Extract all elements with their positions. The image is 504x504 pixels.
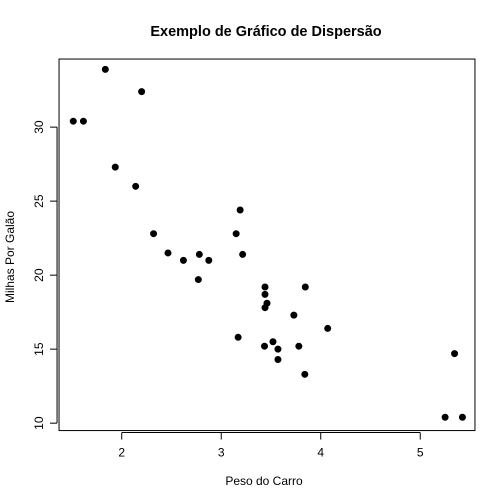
- data-point: [195, 250, 203, 258]
- chart-title: Exemplo de Gráfico de Dispersão: [150, 24, 381, 40]
- data-point: [290, 311, 298, 319]
- data-point: [132, 182, 140, 190]
- data-point: [261, 283, 269, 291]
- data-point: [301, 283, 309, 291]
- data-point: [274, 345, 282, 353]
- data-point: [236, 206, 244, 214]
- data-point: [232, 230, 240, 238]
- data-point: [261, 342, 269, 350]
- data-point: [205, 256, 213, 264]
- plot-frame: [58, 58, 476, 432]
- data-point: [441, 413, 449, 421]
- data-point: [79, 117, 87, 125]
- data-point: [295, 342, 303, 350]
- x-tick-label: 2: [118, 446, 125, 460]
- data-point: [451, 350, 459, 358]
- data-point: [234, 333, 242, 341]
- y-tick-label: 20: [32, 268, 46, 282]
- data-point: [269, 338, 277, 346]
- data-point: [239, 250, 247, 258]
- y-tick-label: 30: [32, 120, 46, 134]
- data-point: [111, 163, 119, 171]
- data-point: [150, 230, 158, 238]
- y-tick-label: 25: [32, 194, 46, 208]
- data-point: [458, 413, 466, 421]
- data-point: [301, 370, 309, 378]
- y-tick-label: 15: [32, 342, 46, 356]
- data-point: [179, 256, 187, 264]
- data-point: [164, 249, 172, 257]
- y-axis: 10 15 20 25 30: [32, 120, 58, 430]
- x-axis-label: Peso do Carro: [225, 474, 303, 488]
- data-point: [69, 117, 77, 125]
- data-point: [324, 324, 332, 332]
- x-tick-label: 4: [317, 446, 324, 460]
- data-point: [274, 356, 282, 364]
- data-point: [194, 276, 202, 284]
- x-axis: 2 3 4 5: [118, 432, 424, 460]
- data-point: [261, 304, 269, 312]
- x-tick-label: 5: [417, 446, 424, 460]
- data-point: [138, 88, 146, 96]
- y-tick-label: 10: [32, 416, 46, 430]
- y-axis-label: Milhas Por Galão: [3, 211, 17, 303]
- data-points: [69, 65, 466, 421]
- data-point: [101, 65, 109, 73]
- x-tick-label: 3: [218, 446, 225, 460]
- data-point: [261, 290, 269, 298]
